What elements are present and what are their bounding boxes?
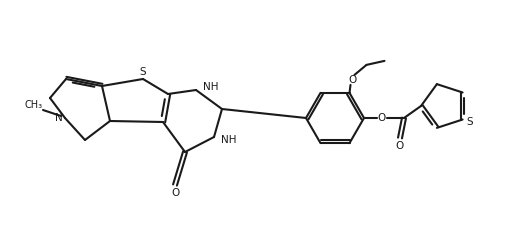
Text: CH₃: CH₃ — [25, 100, 43, 110]
Text: NH: NH — [221, 135, 237, 145]
Text: S: S — [466, 117, 473, 126]
Text: O: O — [378, 113, 386, 123]
Text: O: O — [348, 75, 356, 85]
Text: NH: NH — [203, 82, 219, 92]
Text: O: O — [395, 141, 403, 151]
Text: N: N — [55, 113, 63, 123]
Text: O: O — [171, 188, 179, 198]
Text: S: S — [140, 67, 146, 77]
